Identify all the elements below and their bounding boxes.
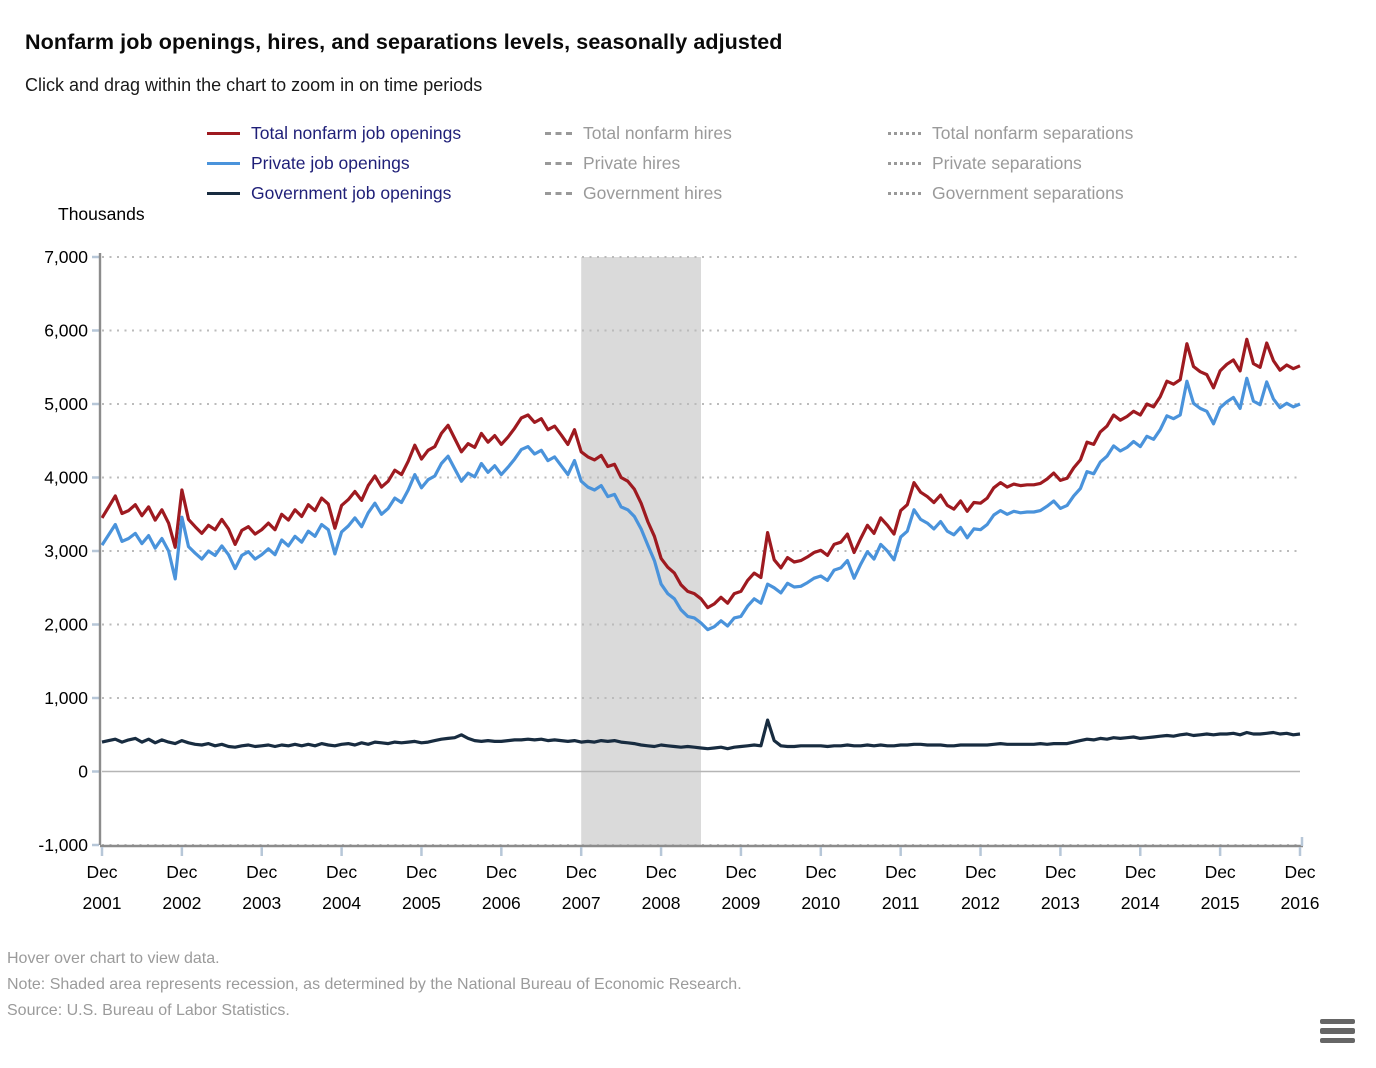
svg-text:2002: 2002 [162,893,201,913]
svg-text:Dec: Dec [1205,862,1236,882]
svg-text:2013: 2013 [1041,893,1080,913]
legend: Total nonfarm job openings Private job o… [0,118,1376,210]
svg-text:2005: 2005 [402,893,441,913]
chart-zoom-hint: Click and drag within the chart to zoom … [25,75,483,95]
solid-line-swatch-icon [207,161,240,165]
y-axis-unit-label: Thousands [58,204,145,224]
svg-text:2006: 2006 [482,893,521,913]
svg-text:Dec: Dec [166,862,197,882]
svg-text:2,000: 2,000 [44,615,88,635]
legend-label: Government job openings [251,182,452,203]
legend-item-private-separations[interactable]: Private separations [888,148,1133,178]
dashed-line-swatch-icon [545,161,572,165]
legend-item-government-hires[interactable]: Government hires [545,178,732,208]
svg-text:2008: 2008 [642,893,681,913]
legend-label: Total nonfarm job openings [251,122,462,143]
svg-text:Dec: Dec [566,862,597,882]
solid-line-swatch-icon [207,191,240,195]
svg-text:Dec: Dec [406,862,437,882]
svg-text:Dec: Dec [1284,862,1315,882]
legend-label: Private separations [932,152,1082,173]
svg-text:7,000: 7,000 [44,247,88,267]
svg-text:6,000: 6,000 [44,321,88,341]
legend-label: Total nonfarm separations [932,122,1134,143]
svg-text:Dec: Dec [965,862,996,882]
solid-line-swatch-icon [207,131,240,135]
legend-label: Government hires [583,182,723,203]
svg-text:Dec: Dec [805,862,836,882]
dashed-line-swatch-icon [545,131,572,135]
dotted-line-swatch-icon [888,191,921,195]
legend-item-private-openings[interactable]: Private job openings [207,148,461,178]
svg-text:Dec: Dec [1045,862,1076,882]
x-axis-ticks [100,847,1302,856]
svg-text:2007: 2007 [562,893,601,913]
svg-text:2015: 2015 [1201,893,1240,913]
y-axis-labels: 7,000 6,000 5,000 4,000 3,000 2,000 1,000 0 -1,0… [38,247,88,855]
svg-text:2012: 2012 [961,893,1000,913]
svg-text:2001: 2001 [83,893,122,913]
dotted-line-swatch-icon [888,161,921,165]
source-text: Source: U.S. Bureau of Labor Statistics. [7,1002,290,1019]
svg-text:Dec: Dec [725,862,756,882]
chart-footnotes: Hover over chart to view data. Note: Sha… [7,946,742,1024]
x-axis-labels: Dec 2001 Dec 2002 Dec 2003 Dec 2004 Dec 2005 Dec 20… [83,862,1320,913]
svg-text:Dec: Dec [486,862,517,882]
svg-text:2010: 2010 [801,893,840,913]
page-title: Nonfarm job openings, hires, and separat… [25,30,783,54]
svg-text:4,000: 4,000 [44,468,88,488]
svg-text:1,000: 1,000 [44,688,88,708]
legend-label: Private hires [583,152,681,173]
recession-band [581,257,701,845]
series-government-job-openings [101,718,1301,751]
svg-text:2004: 2004 [322,893,361,913]
chart-plot-area[interactable]: 7,000 6,000 5,000 4,000 3,000 2,000 1,000 0 -1,0… [0,240,1376,940]
legend-label: Government separations [932,182,1124,203]
legend-item-government-openings[interactable]: Government job openings [207,178,461,208]
line-chart[interactable]: 7,000 6,000 5,000 4,000 3,000 2,000 1,000 0 -1,0… [0,240,1376,940]
svg-text:2009: 2009 [721,893,760,913]
recession-note-text: Note: Shaded area represents recession, … [7,976,742,993]
hover-hint-text: Hover over chart to view data. [7,950,220,967]
legend-item-total-hires[interactable]: Total nonfarm hires [545,118,732,148]
svg-text:2014: 2014 [1121,893,1160,913]
svg-text:-1,000: -1,000 [38,835,88,855]
svg-text:2016: 2016 [1281,893,1320,913]
svg-text:0: 0 [78,762,88,782]
legend-item-total-openings[interactable]: Total nonfarm job openings [207,118,461,148]
svg-text:Dec: Dec [86,862,117,882]
legend-label: Total nonfarm hires [583,122,732,143]
svg-text:Dec: Dec [246,862,277,882]
svg-text:3,000: 3,000 [44,541,88,561]
series-private-job-openings [100,376,1301,632]
svg-text:Dec: Dec [1125,862,1156,882]
svg-text:2011: 2011 [882,893,920,913]
legend-item-total-separations[interactable]: Total nonfarm separations [888,118,1133,148]
legend-item-private-hires[interactable]: Private hires [545,148,732,178]
dashed-line-swatch-icon [545,191,572,195]
svg-text:5,000: 5,000 [44,394,88,414]
svg-text:Dec: Dec [646,862,677,882]
legend-label: Private job openings [251,152,410,173]
dotted-line-swatch-icon [888,131,921,135]
svg-text:2003: 2003 [242,893,281,913]
svg-text:Dec: Dec [326,862,357,882]
series-total-nonfarm-job-openings [100,337,1301,610]
svg-text:Dec: Dec [885,862,916,882]
chart-menu-hamburger-icon[interactable] [1320,1014,1358,1048]
legend-item-government-separations[interactable]: Government separations [888,178,1133,208]
data-series [100,337,1301,751]
